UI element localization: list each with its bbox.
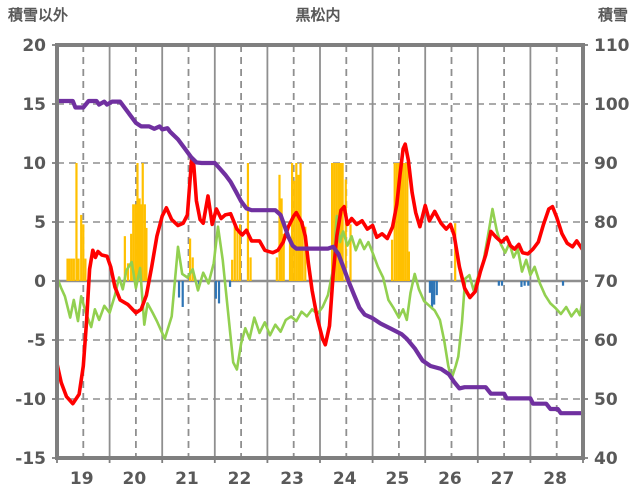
snowfall-bars-bar (126, 263, 130, 281)
melt-bars-bar (500, 281, 504, 286)
melt-bars-bar (228, 281, 232, 287)
snowfall-bars-bar (293, 180, 296, 281)
left-axis-tick-label: 10 (22, 154, 46, 174)
left-axis-tick-label: 15 (22, 95, 46, 115)
snowfall-bars-bar (130, 233, 133, 281)
melt-bars-bar (214, 281, 217, 299)
chart-title: 黒松内 (295, 6, 341, 24)
x-axis-tick-label: 24 (333, 469, 357, 489)
snowfall-bars-bar (123, 236, 126, 281)
x-axis-tick-label: 23 (280, 469, 304, 489)
snowfall-bars-bar (75, 163, 78, 281)
snowfall-bars-bar (399, 163, 403, 281)
snowfall-bars-bar (140, 204, 143, 281)
left-axis-tick-label: -5 (27, 331, 46, 351)
snowfall-bars-bar (330, 163, 334, 281)
right-axis-tick-label: 40 (594, 449, 618, 469)
x-axis-tick-label: 19 (70, 469, 94, 489)
snowfall-bars-bar (236, 231, 239, 281)
snowfall-bars-bar (80, 214, 83, 281)
snowfall-bars-bar (132, 204, 135, 281)
snowfall-bars-bar (134, 204, 137, 281)
snowfall-bars-bar (275, 257, 278, 281)
x-axis-tick-label: 22 (228, 469, 252, 489)
snowfall-bars-bar (145, 227, 148, 281)
x-axis-tick-label: 20 (122, 469, 146, 489)
x-axis-tick-label: 21 (175, 469, 199, 489)
melt-bars-bar (435, 281, 438, 296)
snowfall-bars-bar (402, 163, 405, 281)
melt-bars-bar (497, 281, 500, 286)
left-axis-tick-label: 5 (34, 213, 46, 233)
melt-bars-bar (430, 281, 434, 310)
snowfall-bars-bar (349, 224, 352, 281)
snowfall-bars-bar (82, 224, 85, 281)
snowfall-bars-bar (231, 259, 234, 281)
melt-bars-bar (561, 281, 565, 286)
left-axis-tick-label: -10 (15, 390, 46, 410)
snowfall-bars-bar (280, 198, 283, 281)
snowfall-bars-bar (301, 222, 304, 281)
snowfall-bars-bar (66, 258, 69, 281)
x-axis-tick-label: 27 (491, 469, 515, 489)
snowfall-bars-bar (282, 233, 285, 281)
snowfall-bars-bar (390, 239, 394, 281)
snowfall-bars-bar (406, 163, 409, 281)
melt-bars-bar (428, 281, 432, 293)
snowfall-bars-bar (297, 174, 300, 281)
melt-bars-bar (520, 281, 523, 287)
snowfall-bars-bar (143, 204, 146, 281)
left-axis-title: 積雪以外 (8, 6, 69, 24)
left-axis-tick-label: 20 (22, 36, 46, 56)
melt-bars-bar (523, 281, 526, 286)
right-axis-title: 積雪 (597, 6, 628, 24)
snowfall-bars-bar (238, 224, 242, 281)
snowfall-bars-bar (77, 258, 80, 281)
snowfall-bars-bar (188, 238, 192, 281)
melt-bars-bar (527, 281, 530, 286)
snowfall-bars-bar (68, 258, 71, 281)
right-axis-tick-label: 110 (594, 36, 630, 56)
left-axis-tick-label: 0 (34, 272, 46, 292)
x-axis-tick-label: 25 (385, 469, 409, 489)
right-axis-tick-label: 100 (594, 95, 630, 115)
snow-depth-line (54, 98, 586, 416)
snowfall-bars-bar (233, 222, 236, 281)
snowfall-bars-bar (341, 163, 344, 281)
snowfall-bars-bar (249, 257, 252, 281)
x-axis-tick-label: 26 (438, 469, 462, 489)
snowfall-bars-bar (72, 258, 75, 281)
right-axis-tick-label: 90 (594, 154, 618, 174)
melt-bars-bar (181, 281, 184, 307)
right-axis-tick-label: 80 (594, 213, 618, 233)
left-axis-tick-label: -15 (15, 449, 46, 469)
snowfall-bars-bar (333, 163, 336, 281)
snowfall-bars-bar (278, 174, 281, 281)
snowfall-bars-bar (344, 179, 347, 281)
snowfall-bars-bar (407, 251, 410, 281)
melt-bars-bar (433, 281, 436, 305)
snowfall-bars-bar (295, 163, 298, 281)
snowfall-bars-bar (136, 163, 139, 281)
right-axis-tick-label: 70 (594, 272, 618, 292)
snowfall-bars-bar (141, 163, 144, 281)
snowfall-bars-bar (288, 239, 292, 281)
melt-bars-bar (177, 281, 181, 298)
melt-bars-bar (217, 281, 221, 304)
snowfall-bars-bar (397, 163, 401, 281)
x-axis-tick-label: 28 (543, 469, 567, 489)
right-axis-tick-label: 60 (594, 331, 618, 351)
red-line (55, 142, 585, 406)
right-axis-tick-label: 50 (594, 390, 618, 410)
snowfall-bars-bar (70, 258, 73, 281)
snowfall-bars-bar (138, 198, 141, 281)
snowfall-bars-bar (246, 163, 250, 281)
snowfall-bars-bar (404, 163, 407, 281)
snowfall-bars-bar (395, 163, 398, 281)
snowfall-bars-bar (84, 258, 87, 281)
snowfall-bars-bar (304, 226, 307, 281)
